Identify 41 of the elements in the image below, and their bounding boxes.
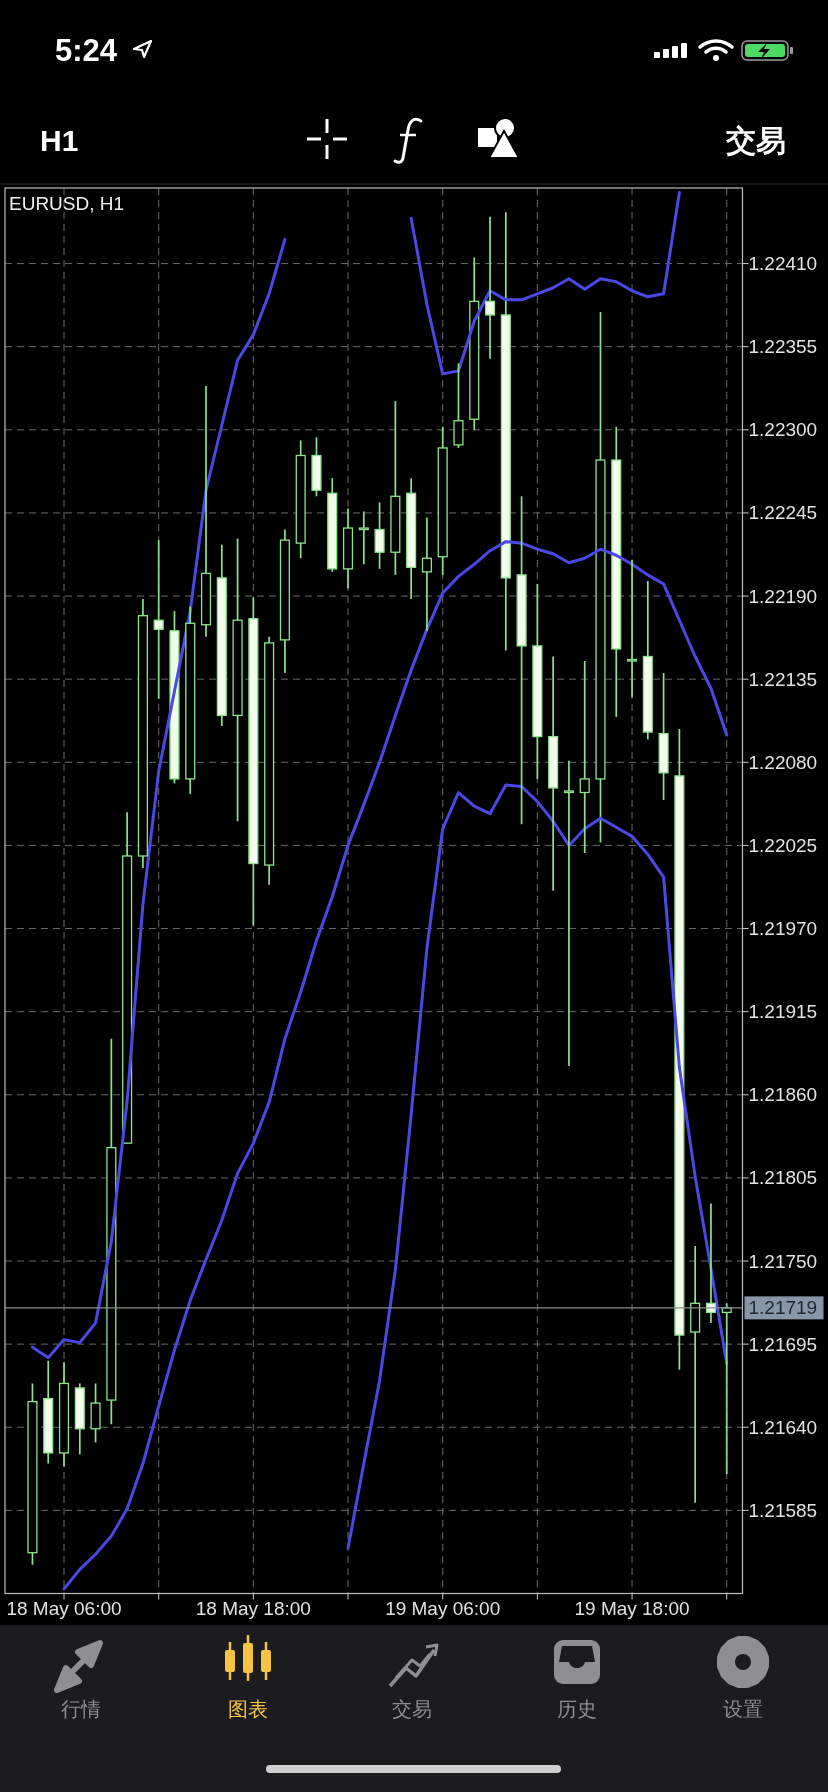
y-tick-label: 1.21860 [748,1084,818,1106]
text: H1 [40,124,79,157]
line-series [62,540,729,1591]
candlestick [563,759,574,1067]
text: 行情 [61,1698,101,1720]
y-tick-label: 1.21640 [748,1416,818,1438]
line-series [346,783,729,1550]
y-tick-label: 1.21970 [748,918,818,940]
candlestick [484,215,496,360]
y-tick-label: 1.21695 [748,1333,818,1355]
y-tick-label: 1.21915 [748,1001,818,1023]
candlestick [153,539,164,700]
x-tick-label: 19 May 18:00 [574,1597,690,1619]
y-tick-label: 1.22245 [748,502,818,524]
y-tick-label: 1.22080 [748,751,818,773]
y-tick-label: 1.22410 [748,253,818,275]
y-tick-label: 1.21750 [748,1250,818,1272]
y-tick-label: 1.22190 [748,585,818,607]
text: 5:24 [55,33,118,68]
y-tick-label: 1.22025 [748,834,818,856]
x-tick-label: 18 May 06:00 [6,1597,122,1619]
candlestick [626,558,638,699]
text: 设置 [723,1698,763,1720]
text: 图表 [228,1698,268,1720]
y-tick-label: 1.21805 [748,1167,818,1189]
candlestick [690,1245,701,1504]
candlestick [421,516,432,632]
y-tick-label: 1.22300 [748,419,818,441]
candlestick [358,510,369,566]
text: 交易 [725,124,786,157]
text: 历史 [557,1698,597,1720]
chart-title: EURUSD, H1 [9,193,125,214]
ref-line-label: 1.21719 [748,1297,818,1319]
candlestick [579,660,590,854]
y-tick-label: 1.22135 [748,668,818,690]
x-tick-label: 18 May 18:00 [195,1597,311,1619]
y-tick-label: 1.21585 [748,1499,818,1521]
candlestick [374,501,385,570]
text: 交易 [392,1698,432,1720]
x-tick-label: 19 May 06:00 [385,1597,501,1619]
y-tick-label: 1.22355 [748,336,818,358]
